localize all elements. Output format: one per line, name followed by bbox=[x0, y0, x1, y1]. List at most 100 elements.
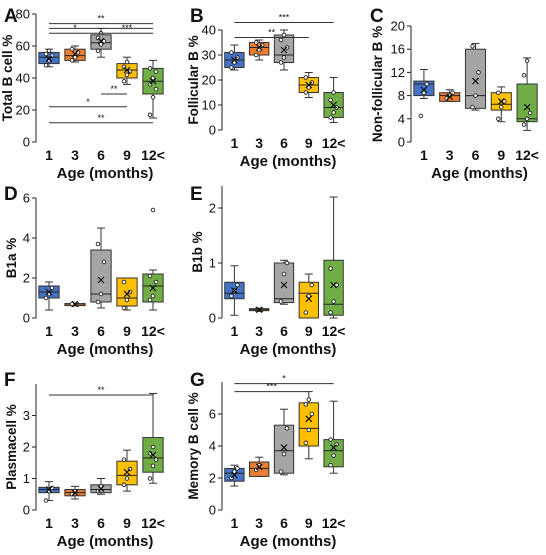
mean-marker bbox=[305, 81, 313, 89]
data-point bbox=[43, 51, 49, 57]
data-point bbox=[150, 444, 156, 450]
data-point bbox=[421, 90, 427, 95]
box-6 bbox=[90, 227, 112, 309]
x-tick-label: 12< bbox=[141, 515, 165, 531]
x-tick-label: 1 bbox=[231, 515, 239, 531]
data-point bbox=[470, 104, 475, 110]
box-3 bbox=[249, 306, 270, 314]
data-point bbox=[95, 299, 101, 305]
data-point bbox=[124, 59, 130, 65]
x-tick-label: 1 bbox=[45, 323, 53, 339]
y-tick-label: 20 bbox=[16, 103, 30, 118]
data-point bbox=[331, 453, 336, 458]
data-point bbox=[124, 72, 130, 78]
data-point bbox=[496, 90, 501, 95]
y-tick-label: 6 bbox=[209, 407, 216, 422]
box-9 bbox=[298, 72, 319, 98]
box-6 bbox=[273, 259, 295, 305]
data-point bbox=[98, 291, 104, 297]
significance-label: ** bbox=[97, 385, 105, 395]
box-rect bbox=[273, 262, 295, 304]
y-tick-label: 1 bbox=[209, 256, 216, 271]
x-tick-label: 1 bbox=[231, 323, 239, 339]
x-axis-label: Age (months) bbox=[57, 533, 154, 550]
y-axis-label: B1a % bbox=[4, 238, 19, 279]
box-1 bbox=[38, 481, 60, 503]
mean-marker bbox=[280, 281, 288, 289]
y-tick-label: 2 bbox=[209, 201, 216, 216]
data-point bbox=[235, 466, 240, 471]
box-rect bbox=[249, 461, 270, 477]
mean-marker bbox=[71, 300, 79, 308]
data-point bbox=[153, 86, 159, 92]
mean-marker bbox=[280, 444, 288, 452]
box-rect bbox=[298, 281, 319, 319]
x-tick-label: 12< bbox=[322, 515, 346, 531]
y-tick-label: 4 bbox=[209, 439, 216, 454]
mean-marker bbox=[230, 56, 238, 64]
data-point bbox=[232, 469, 237, 474]
y-tick-label: 4 bbox=[398, 111, 405, 126]
data-point bbox=[281, 271, 287, 277]
box-1 bbox=[224, 265, 245, 316]
data-point bbox=[95, 48, 101, 54]
data-point bbox=[281, 451, 287, 457]
significance-label: *** bbox=[122, 23, 133, 33]
mean-marker bbox=[330, 281, 338, 289]
data-point bbox=[303, 90, 309, 95]
box-12plus bbox=[323, 400, 344, 474]
data-point bbox=[303, 440, 309, 446]
data-point bbox=[147, 66, 153, 71]
y-axis-label: Non-follicular B % bbox=[370, 26, 385, 142]
data-point bbox=[331, 110, 336, 115]
y-tick-label: 0 bbox=[209, 503, 216, 518]
data-point bbox=[306, 293, 312, 299]
data-point bbox=[98, 42, 104, 47]
data-point bbox=[69, 46, 75, 52]
x-tick-label: 9 bbox=[123, 515, 131, 531]
panel-letter: A bbox=[4, 6, 18, 27]
y-tick-label: 1 bbox=[23, 471, 30, 486]
mean-marker bbox=[330, 444, 338, 452]
data-point bbox=[303, 75, 309, 80]
x-tick-label: 9 bbox=[497, 147, 505, 163]
mean-marker bbox=[149, 77, 157, 85]
box-12plus bbox=[142, 207, 164, 311]
x-tick-label: 3 bbox=[255, 323, 263, 339]
significance-label: ** bbox=[110, 84, 118, 94]
y-axis-label: Follicular B % bbox=[186, 35, 201, 124]
x-tick-label: 9 bbox=[123, 323, 131, 339]
box-3 bbox=[64, 45, 86, 63]
panel-letter: C bbox=[370, 6, 384, 27]
x-tick-label: 9 bbox=[123, 147, 131, 163]
significance-label: *** bbox=[266, 382, 277, 392]
box-9 bbox=[490, 86, 512, 123]
x-axis-label: Age (months) bbox=[240, 153, 337, 170]
mean-marker bbox=[71, 489, 79, 497]
x-tick-label: 6 bbox=[97, 323, 105, 339]
significance-label: ** bbox=[97, 14, 105, 24]
panel-c: C 0 4 8 12 16 20 Non-follicular B % 1 3 6 9 12< Age (… bbox=[370, 6, 539, 182]
y-tick-label: 2 bbox=[23, 271, 30, 286]
panel-d: D 0 2 4 6 B1a % 1 3 6 9 12< Age (months) bbox=[4, 184, 165, 358]
x-tick-label: 12< bbox=[515, 147, 539, 163]
x-tick-label: 3 bbox=[71, 323, 79, 339]
y-axis-label: Plasmacell % bbox=[4, 404, 19, 490]
y-axis-label: Memory B cell % bbox=[186, 392, 201, 499]
y-tick-label: 0 bbox=[23, 503, 30, 518]
x-tick-label: 6 bbox=[280, 323, 288, 339]
y-tick-label: 0 bbox=[209, 123, 216, 138]
data-point bbox=[72, 54, 78, 60]
y-tick-label: 8 bbox=[398, 88, 405, 103]
mean-marker bbox=[255, 44, 263, 51]
data-point bbox=[229, 65, 234, 70]
data-point bbox=[121, 78, 127, 84]
box-9 bbox=[298, 273, 319, 319]
data-point bbox=[150, 94, 156, 100]
mean-marker bbox=[97, 485, 105, 493]
box-6 bbox=[90, 478, 112, 495]
mean-marker bbox=[305, 295, 313, 303]
box-1 bbox=[413, 69, 435, 119]
